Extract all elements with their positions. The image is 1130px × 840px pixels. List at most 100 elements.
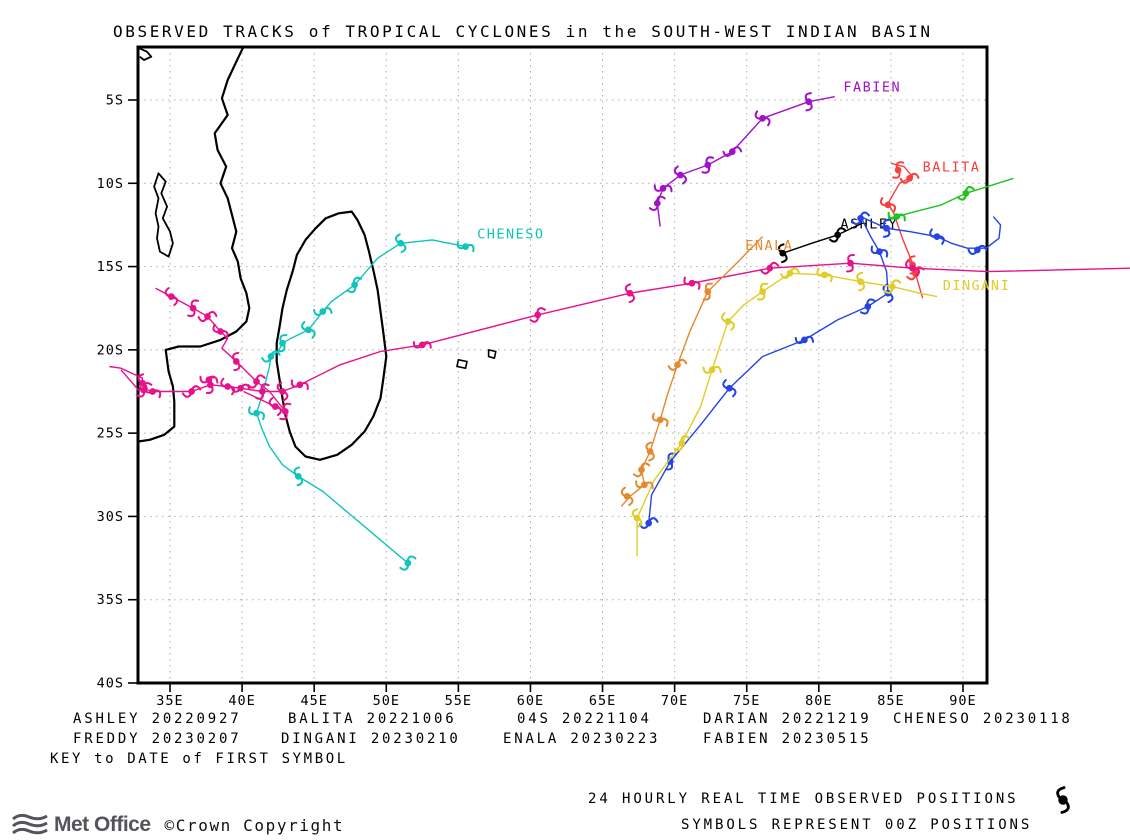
- storm-position-symbol: [892, 161, 905, 179]
- storm-position-symbol: [722, 379, 737, 398]
- storm-position-symbol: [780, 267, 800, 279]
- storm-position-symbol: [883, 279, 902, 294]
- storm-position-symbol: [702, 282, 713, 301]
- key-entry: DINGANI 20230210: [281, 731, 461, 747]
- coastlines: [138, 46, 497, 461]
- coast-madagascar: [275, 210, 388, 461]
- storm-position-symbol: [261, 350, 281, 363]
- storm-position-symbol: [777, 243, 788, 264]
- coast-africa: [138, 46, 251, 443]
- storm-position-symbol: [220, 377, 236, 396]
- storm-position-symbol: [673, 165, 688, 185]
- storm-position-symbol: [135, 382, 153, 398]
- storm-label-CHENESO: CHENESO: [477, 226, 544, 242]
- storm-label-DINGANI: DINGANI: [943, 278, 1010, 294]
- key-entry: 04S 20221104: [517, 711, 652, 727]
- storm-position-symbol: [653, 184, 673, 193]
- y-tick-label: 40S: [97, 675, 124, 691]
- storm-position-symbol: [301, 320, 316, 339]
- storm-position-symbol: [673, 435, 690, 452]
- track-DINGANI: DINGANI: [631, 267, 1010, 557]
- key-caption: KEY to DATE of FIRST SYMBOL: [50, 751, 348, 767]
- x-tick-label: 50E: [373, 693, 400, 709]
- storm-position-symbol: [164, 287, 179, 307]
- storm-position-symbol: [232, 351, 241, 372]
- storm-position-symbol: [701, 156, 715, 174]
- track-04S: [887, 177, 1014, 222]
- storm-position-symbol: [279, 402, 292, 421]
- y-tick-label: 25S: [97, 426, 124, 442]
- key-entry: FABIEN 20230515: [703, 731, 872, 747]
- storm-position-symbol: [412, 341, 432, 349]
- track-line-DARIAN: [648, 215, 1002, 524]
- storm-position-symbol: [197, 310, 218, 323]
- storm-position-symbol: [276, 381, 289, 402]
- storm-position-symbol: [399, 555, 417, 571]
- track-FABIEN: FABIEN: [648, 80, 901, 227]
- storm-position-symbol: [290, 379, 309, 391]
- storm-label-ENALA: ENALA: [745, 238, 793, 254]
- storm-label-FABIEN: FABIEN: [843, 80, 901, 96]
- storm-label-ASHLEY: ASHLEY: [840, 216, 898, 232]
- storm-position-symbol: [667, 358, 688, 371]
- lake-malawi: [153, 172, 174, 258]
- storm-position-symbol: [620, 486, 634, 507]
- storm-position-symbol: [929, 228, 945, 245]
- storm-tracks: ASHLEY BALITA CHENESO DINGANI ENALA FABIEN: [109, 80, 1130, 571]
- lake-victoria-fragment: [139, 47, 153, 61]
- storm-position-symbol: [313, 307, 333, 316]
- key-entry: DARIAN 20221219: [703, 711, 872, 727]
- x-tick-label: 90E: [949, 693, 976, 709]
- storm-position-symbol: [632, 462, 651, 478]
- track-line-FREDDY: [109, 365, 144, 393]
- storm-position-symbol: [268, 397, 282, 416]
- y-tick-label: 35S: [97, 592, 124, 608]
- key-entry: FREDDY 20230207: [73, 731, 242, 747]
- storm-position-symbol: [631, 508, 643, 529]
- x-tick-label: 60E: [517, 693, 544, 709]
- track-line-ASHLEY: [782, 222, 863, 254]
- key-entry: ENALA 20230223: [503, 731, 661, 747]
- storm-position-symbol: [967, 244, 988, 255]
- note-symbols: SYMBOLS REPRESENT 00Z POSITIONS: [681, 817, 1033, 833]
- storm-position-symbol: [887, 211, 906, 222]
- storm-position-symbol: [529, 307, 546, 323]
- key-entry: ASHLEY 20220927: [73, 711, 242, 727]
- storm-position-symbol: [347, 276, 363, 294]
- storm-position-symbol: [293, 466, 304, 487]
- storm-position-symbol: [859, 298, 876, 315]
- storm-position-symbol: [456, 241, 475, 253]
- storm-position-symbol: [870, 245, 889, 258]
- storm-position-symbol: [899, 172, 920, 184]
- x-tick-label: 75E: [733, 693, 760, 709]
- storm-position-symbol: [816, 267, 833, 283]
- storm-position-symbol: [635, 480, 654, 490]
- storm-label-BALITA: BALITA: [923, 160, 981, 176]
- storm-position-symbol: [648, 195, 666, 211]
- track-FREDDY: [109, 253, 1130, 421]
- track-DARIAN: [638, 211, 1002, 530]
- x-tick-label: 55E: [445, 693, 472, 709]
- storm-position-symbol: [683, 276, 701, 290]
- storm-position-symbol: [754, 110, 771, 127]
- chart-title: OBSERVED TRACKS of TROPICAL CYCLONES in …: [113, 22, 933, 41]
- storm-position-symbol: [846, 253, 855, 273]
- storm-position-symbol: [882, 218, 891, 238]
- storm-position-symbol: [645, 441, 655, 462]
- storm-position-symbol: [187, 299, 200, 317]
- storm-position-symbol: [248, 406, 265, 421]
- key-entry: BALITA 20221006: [288, 711, 457, 727]
- island-reunion: [456, 358, 468, 370]
- storm-position-symbol: [956, 185, 975, 201]
- track-line-FABIEN: [656, 96, 835, 227]
- x-tick-label: 45E: [300, 693, 327, 709]
- y-tick-label: 20S: [97, 342, 124, 358]
- storm-position-symbol: [702, 365, 722, 374]
- cyclone-symbol: [1056, 786, 1070, 814]
- storm-position-symbol: [856, 271, 865, 292]
- x-tick-label: 85E: [877, 693, 904, 709]
- storm-position-symbol: [760, 261, 780, 275]
- x-tick-label: 80E: [805, 693, 832, 709]
- storm-position-symbol: [721, 312, 735, 331]
